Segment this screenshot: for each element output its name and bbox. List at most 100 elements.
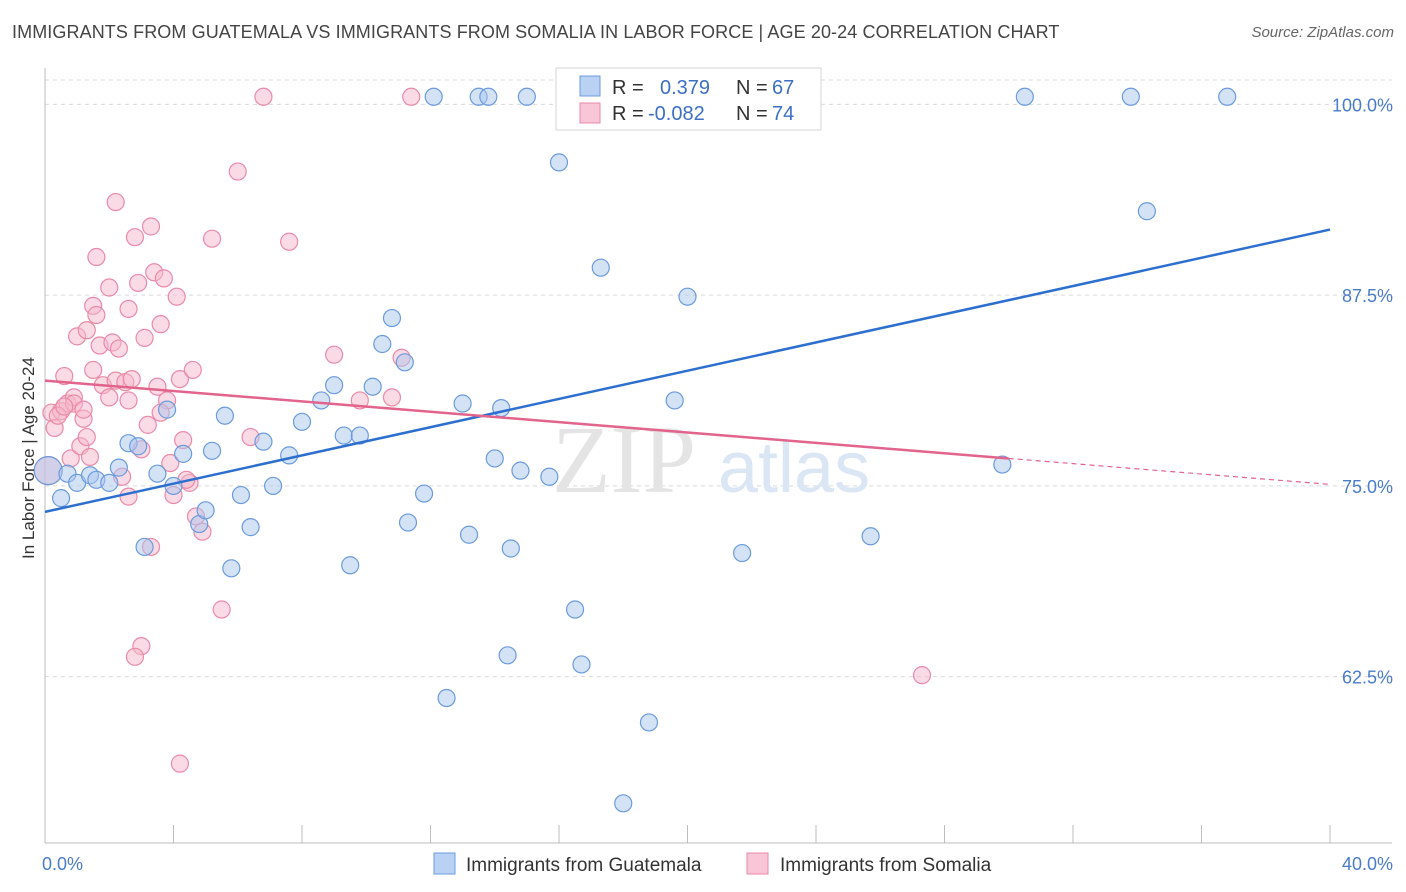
somalia-point-19 — [100, 388, 119, 407]
guatemala-point-37 — [437, 688, 456, 708]
somalia-point-4 — [55, 366, 74, 386]
guatemala-point-27 — [325, 376, 344, 395]
guatemala-point-26 — [312, 391, 331, 410]
series-legend-swatch-guatemala — [433, 852, 456, 875]
x-tick-label-1: 40.0% — [1342, 854, 1393, 874]
x-tick-labels: 0.0% 40.0% — [42, 854, 1393, 874]
somalia-point-71 — [55, 397, 74, 416]
guatemala-point-57 — [1137, 202, 1156, 221]
guatemala-point-66 — [517, 87, 536, 106]
guatemala-point-36 — [414, 484, 434, 503]
legend-n-label-2: N = — [736, 103, 768, 125]
guatemala-point-31 — [363, 377, 382, 396]
legend-swatch-guatemala — [579, 75, 601, 97]
series-legend-label-guatemala: Immigrants from Guatemala — [466, 855, 702, 876]
y-tick-label-0: 62.5% — [1342, 668, 1393, 688]
somalia-point-15 — [87, 305, 106, 325]
guatemala-point-6 — [100, 473, 119, 492]
guatemala-point-34 — [398, 513, 418, 532]
somalia-point-33 — [138, 415, 157, 434]
somalia-point-37 — [151, 315, 170, 334]
somalia-point-49 — [202, 229, 222, 248]
grid-lines — [45, 79, 1392, 678]
guatemala-point-39 — [459, 525, 479, 544]
guatemala-point-35 — [395, 353, 414, 372]
guatemala-point-22 — [254, 432, 273, 451]
guatemala-point-38 — [453, 394, 472, 413]
guatemala-point-56 — [993, 455, 1012, 474]
guatemala-point-64 — [1121, 87, 1140, 106]
somalia-point-72 — [77, 427, 96, 447]
guatemala-point-52 — [665, 391, 684, 410]
guatemala-point-11 — [148, 464, 167, 483]
guatemala-point-10 — [135, 537, 154, 557]
somalia-point-53 — [254, 87, 273, 106]
somalia-point-26 — [119, 391, 138, 410]
somalia-point-57 — [382, 388, 402, 407]
guatemala-point-1 — [51, 489, 71, 508]
guatemala-point-12 — [157, 400, 177, 419]
somalia-point-29 — [119, 487, 138, 506]
legend-r-value-1: 0.379 — [660, 77, 710, 99]
trend-lines — [44, 228, 1331, 514]
somalia-point-46 — [183, 360, 202, 380]
somalia-point-61 — [125, 647, 145, 666]
somalia-point-31 — [129, 273, 148, 293]
somalia-point-32 — [135, 328, 154, 347]
guatemala-point-25 — [292, 412, 312, 431]
guatemala-point-33 — [382, 308, 402, 328]
somalia-point-51 — [228, 162, 247, 181]
y-tick-labels: 62.5% 75.0% 87.5% 100.0% — [1332, 95, 1393, 687]
x-tick-label-0: 0.0% — [42, 854, 83, 874]
guatemala-point-20 — [231, 485, 251, 505]
somalia-point-42 — [167, 287, 186, 306]
somalia-point-40 — [161, 453, 180, 473]
somalia-point-43 — [170, 369, 190, 389]
guatemala-point-50 — [614, 794, 633, 813]
guatemala-point-30 — [350, 426, 369, 445]
guatemala-point-47 — [565, 600, 585, 619]
series-legend: Immigrants from Guatemala Immigrants fro… — [433, 852, 992, 876]
y-tick-label-2: 87.5% — [1342, 286, 1393, 306]
guatemala-point-46 — [549, 153, 569, 172]
guatemala-point-32 — [373, 334, 392, 354]
somalia-point-30 — [125, 228, 145, 247]
watermark-zip: ZIP — [552, 406, 696, 513]
somalia-trend-line — [44, 379, 1009, 460]
legend-n-value-2: 74 — [772, 103, 794, 125]
somalia-point-54 — [280, 232, 299, 251]
somalia-point-59 — [402, 87, 421, 106]
guatemala-point-49 — [591, 258, 610, 277]
y-tick-label-1: 75.0% — [1342, 477, 1393, 497]
guatemala-point-24 — [280, 446, 299, 465]
guatemala-trend-line — [44, 228, 1331, 514]
legend-r-label-2: R = — [612, 103, 644, 125]
guatemala-point-65 — [1218, 87, 1237, 106]
correlation-legend: R = 0.379 N = 67 R = -0.082 N = 74 — [555, 67, 822, 131]
somalia-point-25 — [106, 192, 125, 212]
somalia-point-18 — [87, 247, 106, 267]
series-legend-label-somalia: Immigrants from Somalia — [780, 855, 992, 876]
somalia-point-23 — [109, 339, 128, 358]
somalia-point-22 — [100, 278, 119, 297]
guatemala-point-58 — [424, 87, 443, 106]
somalia-point-67 — [74, 400, 93, 419]
somalia-point-55 — [325, 345, 344, 364]
guatemala-point-21 — [241, 518, 260, 537]
guatemala-point-53 — [678, 287, 697, 306]
somalia-trend-line-extension — [1008, 457, 1331, 485]
guatemala-point-55 — [861, 527, 880, 546]
legend-n-label-1: N = — [736, 77, 768, 99]
somalia-point-62 — [170, 754, 190, 773]
somalia-point-34 — [141, 217, 161, 236]
series-guatemala-points — [33, 87, 1237, 813]
guatemala-point-17 — [202, 441, 222, 460]
guatemala-point-45 — [540, 467, 559, 486]
guatemala-point-19 — [222, 559, 241, 578]
guatemala-point-14 — [174, 444, 193, 463]
somalia-point-11 — [77, 321, 96, 340]
guatemala-point-0 — [33, 456, 63, 486]
y-axis-label: In Labor Force | Age 20-24 — [19, 357, 38, 559]
axes — [44, 68, 1392, 844]
